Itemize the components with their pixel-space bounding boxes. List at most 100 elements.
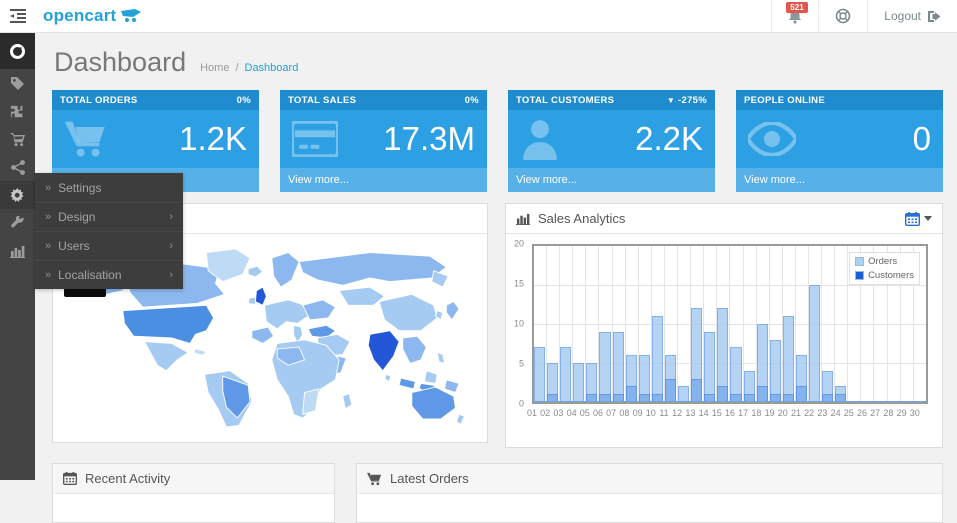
tile-title: TOTAL CUSTOMERS — [516, 95, 614, 106]
sidebar-nav — [0, 33, 35, 480]
double-chevron-icon: » — [45, 269, 49, 281]
latest-orders-title: Latest Orders — [390, 471, 469, 486]
page-title: Dashboard — [54, 47, 186, 78]
logo-text: opencart — [43, 6, 116, 26]
breadcrumb-home[interactable]: Home — [200, 62, 229, 74]
map-iceland — [248, 266, 263, 277]
map-tooltip-artifact — [64, 288, 106, 297]
chart-slot — [665, 246, 678, 402]
double-chevron-icon: » — [45, 182, 49, 194]
chart-slot — [744, 246, 757, 402]
submenu-item-design[interactable]: » Design › — [35, 202, 183, 231]
calendar-icon — [63, 472, 77, 485]
map-new-guinea — [445, 380, 460, 393]
menu-toggle-button[interactable] — [0, 0, 35, 33]
sidebar-item-tools[interactable] — [0, 209, 35, 237]
map-europe — [265, 300, 309, 329]
chart-slot — [547, 246, 560, 402]
chart-slot — [691, 246, 704, 402]
map-usa — [123, 305, 214, 343]
chevron-right-icon: › — [169, 269, 173, 281]
orders-swatch — [855, 257, 864, 266]
cart-icon — [10, 132, 26, 147]
map-sumatra — [399, 378, 415, 389]
latest-orders-heading: Latest Orders — [357, 464, 942, 494]
sales-panel-heading: Sales Analytics — [506, 204, 942, 234]
view-more-link[interactable]: View more... — [736, 168, 943, 192]
stat-tiles-row: TOTAL ORDERS 0% 1.2K View more... TOTAL … — [52, 90, 943, 192]
cart-icon — [64, 119, 108, 159]
map-madagascar — [343, 393, 352, 408]
recent-activity-heading: Recent Activity — [53, 464, 334, 494]
cart-icon — [367, 472, 382, 486]
map-philippines — [437, 353, 444, 364]
chart-slot — [757, 246, 770, 402]
sidebar-item-catalog[interactable] — [0, 69, 35, 97]
sidebar-item-dashboard[interactable] — [0, 33, 35, 69]
latest-orders-panel: Latest Orders — [356, 463, 943, 523]
submenu-item-users[interactable]: » Users › — [35, 231, 183, 260]
sidebar-item-sales[interactable] — [0, 125, 35, 153]
tile-title: PEOPLE ONLINE — [744, 95, 825, 106]
view-more-link[interactable]: View more... — [508, 168, 715, 192]
chart-slot — [783, 246, 796, 402]
chart-legend: Orders Customers — [849, 252, 920, 285]
language-button[interactable] — [818, 0, 867, 33]
breadcrumb-current[interactable]: Dashboard — [245, 62, 299, 74]
sidebar-item-marketing[interactable] — [0, 153, 35, 181]
customers-swatch — [855, 271, 864, 280]
chart-slot — [809, 246, 822, 402]
map-australia — [412, 387, 456, 419]
bar-chart-icon — [516, 212, 530, 225]
double-chevron-icon: » — [45, 211, 49, 223]
submenu-item-localisation[interactable]: » Localisation › — [35, 260, 183, 289]
tile-title: TOTAL SALES — [288, 95, 356, 106]
recent-activity-title: Recent Activity — [85, 471, 170, 486]
map-southeast-asia — [403, 336, 427, 363]
chart-slot — [717, 246, 730, 402]
sidebar-item-extensions[interactable] — [0, 97, 35, 125]
notifications-button[interactable]: 521 — [771, 0, 818, 33]
chart-slot — [704, 246, 717, 402]
top-header: opencart 521 Logout — [0, 0, 957, 33]
header-actions: 521 Logout — [771, 0, 957, 33]
eye-icon — [748, 122, 796, 156]
submenu-label: Design — [58, 210, 95, 224]
map-sri-lanka — [385, 374, 391, 381]
date-range-button[interactable] — [905, 212, 932, 226]
map-japan — [446, 302, 459, 320]
share-icon — [11, 160, 25, 175]
caret-down-icon: ▼ — [667, 96, 675, 105]
tile-total-customers: TOTAL CUSTOMERS ▼ -275% 2.2K View more..… — [508, 90, 715, 192]
chevron-right-icon: › — [169, 211, 173, 223]
tile-value: 1.2K — [179, 120, 247, 158]
wrench-icon — [11, 216, 25, 230]
map-uk — [255, 287, 266, 305]
opencart-logo[interactable]: opencart — [43, 6, 142, 26]
globe-icon — [835, 8, 851, 24]
legend-orders-label: Orders — [868, 256, 897, 267]
tag-icon — [10, 76, 25, 91]
view-more-link[interactable]: View more... — [280, 168, 487, 192]
chart-slot — [796, 246, 809, 402]
sidebar-item-reports[interactable] — [0, 237, 35, 265]
chevron-right-icon: › — [169, 240, 173, 252]
map-russia-east — [432, 271, 448, 287]
sidebar-item-system[interactable] — [0, 181, 35, 209]
logout-button[interactable]: Logout — [867, 0, 957, 33]
chart-slot — [822, 246, 835, 402]
chart-slot — [586, 246, 599, 402]
user-icon — [520, 118, 560, 160]
chart-slot — [573, 246, 586, 402]
map-india — [368, 331, 399, 371]
opencart-cart-glyph — [120, 9, 142, 23]
legend-customers-label: Customers — [868, 270, 914, 281]
submenu-item-settings[interactable]: » Settings — [35, 173, 183, 202]
chart-slot — [652, 246, 665, 402]
map-central-asia — [339, 287, 384, 305]
map-southern-africa — [303, 389, 319, 414]
breadcrumb: Home / Dashboard — [200, 62, 298, 74]
